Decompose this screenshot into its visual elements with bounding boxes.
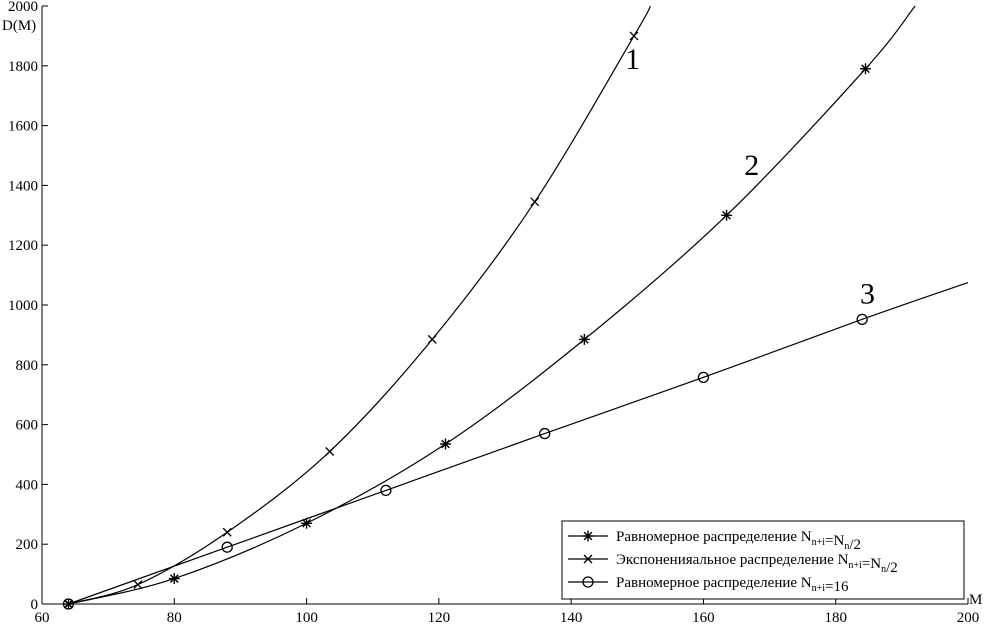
series-markers (62, 31, 871, 610)
legend-text-part: /2 (849, 537, 861, 553)
data-point-marker (427, 334, 437, 344)
asterisk-stroke (861, 64, 870, 74)
legend-entry-2: Экспоненияальное распределение Nn+i=Nn/2 (616, 552, 898, 576)
data-point-marker (578, 333, 590, 345)
x-stroke (427, 334, 437, 344)
legend: Равномерное распределение Nn+i=Nn/2Экспо… (561, 520, 965, 600)
asterisk-stroke (169, 574, 179, 583)
y-tick-label: 400 (16, 477, 39, 493)
data-point-marker (222, 527, 232, 537)
data-point-marker (133, 580, 143, 590)
circle-outline (856, 313, 868, 326)
y-tick-label: 1800 (8, 59, 38, 75)
y-tick-label: 1000 (8, 298, 38, 314)
series-lines (68, 5, 969, 605)
legend-text-part: =N (825, 533, 844, 549)
legend-entry-1: Равномерное распределение Nn+i=Nn/2 (616, 529, 861, 553)
x-stroke (325, 447, 335, 456)
asterisk-stroke (722, 210, 731, 220)
y-tick-label: 1400 (8, 178, 38, 194)
legend-subscript: n+i (812, 537, 826, 548)
legend-text-part: =N (862, 556, 881, 572)
series-line-2 (68, 5, 652, 605)
x-stroke (530, 197, 540, 207)
x-tick-label: 180 (824, 610, 847, 626)
y-axis-label: D(M) (2, 18, 36, 34)
data-point-marker (721, 209, 733, 221)
x-tick-label: 160 (692, 610, 715, 626)
data-point-marker (439, 438, 451, 450)
legend-text-part: Равномерное распределение N (616, 529, 812, 545)
curve-label-3: 3 (860, 278, 875, 311)
asterisk-stroke (441, 439, 450, 449)
legend-subscript: n+i (812, 583, 826, 594)
data-point-marker (221, 541, 233, 553)
x-stroke (133, 580, 143, 590)
data-point-marker (629, 31, 639, 41)
data-point-marker (583, 554, 593, 564)
asterisk-stroke (579, 335, 589, 344)
legend-subscript: n+i (848, 560, 862, 571)
x-tick-label: 200 (957, 610, 980, 626)
x-tick-label: 140 (560, 610, 583, 626)
x-axis-label: M (969, 592, 982, 608)
data-point-marker (697, 371, 710, 384)
curve-label-1: 1 (625, 43, 640, 76)
y-tick-label: 1200 (8, 238, 38, 254)
asterisk-stroke (583, 531, 593, 541)
curve-labels: 1 2 3 (625, 43, 875, 311)
x-stroke (222, 527, 232, 537)
legend-box (561, 520, 965, 600)
circle-outline (539, 427, 551, 440)
data-point-marker (582, 530, 594, 542)
series-line-3 (68, 282, 969, 605)
legend-text-part: /2 (886, 560, 898, 576)
x-stroke (583, 554, 593, 564)
x-stroke (63, 599, 73, 609)
data-point-marker (63, 599, 73, 609)
x-tick-label: 60 (35, 610, 50, 626)
data-point-marker (856, 313, 868, 326)
legend-text-part: =16 (825, 579, 849, 595)
y-tick-label: 2000 (8, 0, 38, 15)
legend-subscript: n (844, 541, 849, 552)
circle-outline (221, 541, 233, 553)
circle-outline (62, 598, 75, 610)
circle-outline (697, 371, 710, 384)
series-line-1 (68, 5, 916, 605)
circle-outline (380, 484, 392, 497)
y-tick-label: 200 (16, 537, 39, 553)
legend-entry-3: Равномерное распределение Nn+i=16 (616, 575, 849, 595)
data-point-marker (325, 447, 335, 456)
y-tick-label: 600 (16, 418, 39, 434)
data-point-marker (168, 573, 180, 585)
data-point-marker (530, 197, 540, 207)
data-point-marker (62, 598, 75, 610)
legend-text-part: Равномерное распределение N (616, 575, 812, 591)
x-tick-label: 80 (167, 610, 182, 626)
data-point-marker (859, 63, 871, 75)
y-tick-label: 0 (31, 597, 39, 613)
data-point-marker (539, 427, 551, 440)
asterisk-stroke (302, 518, 311, 528)
legend-text-part: Экспоненияальное распределение N (616, 552, 849, 568)
y-tick-label: 800 (16, 358, 39, 374)
legend-subscript: n (881, 564, 886, 575)
data-point-marker (380, 484, 392, 497)
x-tick-label: 100 (295, 610, 318, 626)
axes (41, 6, 968, 605)
data-point-marker (301, 517, 313, 529)
curve-label-2: 2 (744, 149, 759, 182)
y-tick-label: 1600 (8, 119, 38, 135)
x-stroke (629, 31, 639, 41)
ticks: 60 80 100 120 140 160 180 200020040060080010001… (8, 0, 979, 626)
data-point-marker (582, 576, 594, 588)
x-tick-label: 120 (428, 610, 451, 626)
circle-outline (582, 576, 594, 588)
